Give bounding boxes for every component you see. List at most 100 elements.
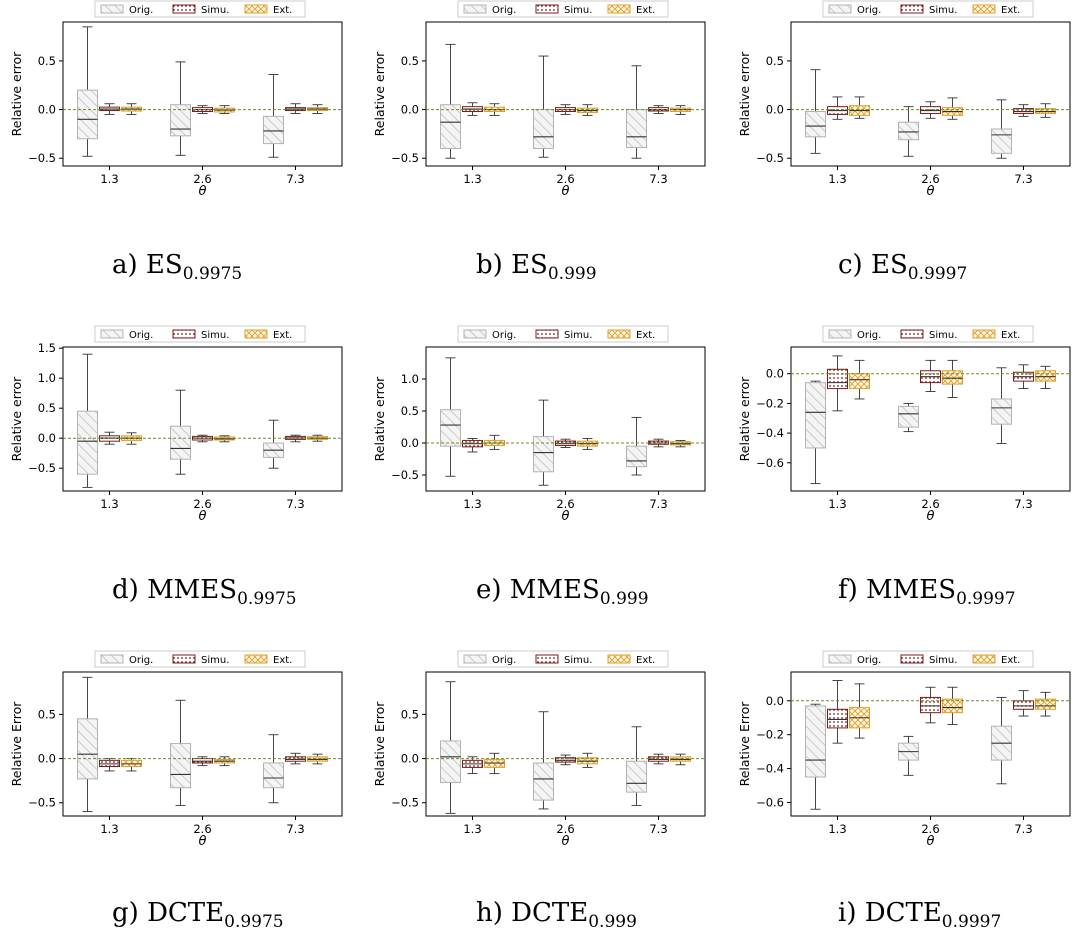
- x-axis-label: θ: [199, 509, 207, 524]
- box-ext: [1035, 365, 1056, 390]
- legend-swatch-orig: [100, 654, 124, 664]
- y-tick-label: 0.5: [401, 404, 419, 418]
- box-orig: [263, 734, 284, 804]
- panel-d: Orig. Simu. Ext. −0.5 0.0 0.5 1.0 1.5 Relative e…: [9, 325, 343, 524]
- legend: Orig. Simu. Ext.: [457, 325, 669, 343]
- caption-prefix: b): [476, 250, 512, 280]
- legend-label-simu: Simu.: [201, 655, 229, 666]
- caption-prefix: a): [112, 250, 146, 280]
- panel-i: Orig. Simu. Ext. −0.6 −0.4 −0.2 0.0 Relative Er…: [737, 650, 1071, 849]
- legend-swatch-simu: [900, 4, 924, 14]
- caption-level: 0.9975: [237, 589, 297, 610]
- box-body: [77, 410, 98, 475]
- caption-level: 0.999: [547, 264, 597, 285]
- legend-swatch-orig: [100, 4, 124, 14]
- caption-level: 0.9997: [956, 589, 1016, 610]
- box-ext: [577, 752, 598, 768]
- y-axis-label: Relative Error: [737, 701, 752, 787]
- box-orig: [77, 26, 98, 157]
- x-tick-label: 7.3: [649, 497, 667, 511]
- x-tick-label: 7.3: [649, 172, 667, 186]
- y-axis-label: Relative error: [737, 51, 752, 137]
- y-tick-label: −0.5: [756, 151, 784, 165]
- box-orig: [170, 61, 191, 156]
- box-simu: [827, 96, 848, 120]
- box-ext: [849, 359, 870, 400]
- axes-frame: [790, 21, 1071, 167]
- box-simu: [827, 680, 848, 744]
- box-body: [991, 128, 1012, 154]
- box-orig: [805, 380, 826, 485]
- legend-swatch-ext: [972, 4, 996, 14]
- legend-swatch-ext: [607, 4, 631, 14]
- box-simu: [192, 756, 213, 767]
- legend-label-orig: Orig.: [492, 330, 516, 341]
- legend: Orig. Simu. Ext.: [94, 325, 306, 343]
- x-axis-label: θ: [562, 834, 570, 849]
- axes-frame: [62, 21, 343, 167]
- box-orig: [263, 74, 284, 158]
- box-orig: [440, 43, 461, 159]
- legend-label-ext: Ext.: [273, 5, 292, 16]
- y-tick-label: 0.5: [401, 54, 419, 68]
- caption-a: a) ES0.9975: [112, 250, 242, 284]
- legend-swatch-simu: [535, 4, 559, 14]
- box-orig: [440, 357, 461, 477]
- box-body: [170, 743, 191, 789]
- x-tick-label: 2.6: [193, 172, 211, 186]
- legend: Orig. Simu. Ext.: [94, 650, 306, 668]
- y-tick-label: −0.6: [756, 456, 784, 470]
- box-body: [991, 398, 1012, 425]
- legend-label-ext: Ext.: [273, 330, 292, 341]
- box-orig: [533, 55, 554, 158]
- box-simu: [462, 756, 483, 775]
- x-tick-label: 2.6: [921, 822, 939, 836]
- box-orig: [626, 65, 647, 159]
- x-tick-label: 2.6: [556, 497, 574, 511]
- caption-prefix: e): [476, 575, 510, 605]
- box-orig: [440, 681, 461, 814]
- box-orig: [170, 389, 191, 475]
- legend-swatch-ext: [972, 329, 996, 339]
- box-body: [626, 760, 647, 793]
- legend-label-orig: Orig.: [129, 330, 153, 341]
- y-tick-label: −0.5: [28, 796, 56, 810]
- y-axis-label: Relative error: [737, 376, 752, 462]
- x-tick-label: 1.3: [100, 822, 118, 836]
- x-axis-label: θ: [562, 184, 570, 199]
- box-body: [626, 445, 647, 468]
- legend-label-orig: Orig.: [857, 330, 881, 341]
- legend: Orig. Simu. Ext.: [822, 650, 1034, 668]
- box-ext: [942, 359, 963, 398]
- x-tick-label: 7.3: [1014, 172, 1032, 186]
- legend-swatch-simu: [172, 329, 196, 339]
- legend-label-orig: Orig.: [857, 5, 881, 16]
- x-tick-label: 7.3: [286, 172, 304, 186]
- caption-measure: MMES: [147, 575, 238, 605]
- box-body: [1013, 700, 1034, 710]
- y-tick-label: 0.0: [38, 431, 56, 445]
- box-simu: [920, 101, 941, 119]
- caption-f: f) MMES0.9997: [838, 575, 1016, 609]
- legend-swatch-ext: [244, 329, 268, 339]
- panel-a: Orig. Simu. Ext. −0.5 0.0 0.5 Relative error 1.…: [9, 0, 343, 199]
- axes-frame: [425, 21, 706, 167]
- legend-swatch-orig: [828, 4, 852, 14]
- legend-swatch-orig: [463, 4, 487, 14]
- box-ext: [577, 104, 598, 116]
- caption-g: g) DCTE0.9975: [112, 898, 284, 932]
- y-tick-label: −0.5: [391, 151, 419, 165]
- caption-e: e) MMES0.999: [476, 575, 649, 609]
- x-tick-label: 7.3: [286, 497, 304, 511]
- y-axis-label: Relative Error: [372, 701, 387, 787]
- x-axis-label: θ: [927, 184, 935, 199]
- box-ext: [849, 96, 870, 119]
- x-tick-label: 7.3: [1014, 822, 1032, 836]
- axes-frame: [425, 346, 706, 492]
- box-body: [849, 373, 870, 390]
- x-axis-label: θ: [199, 184, 207, 199]
- box-body: [942, 370, 963, 385]
- box-orig: [626, 726, 647, 806]
- x-axis-label: θ: [199, 834, 207, 849]
- legend-swatch-ext: [607, 329, 631, 339]
